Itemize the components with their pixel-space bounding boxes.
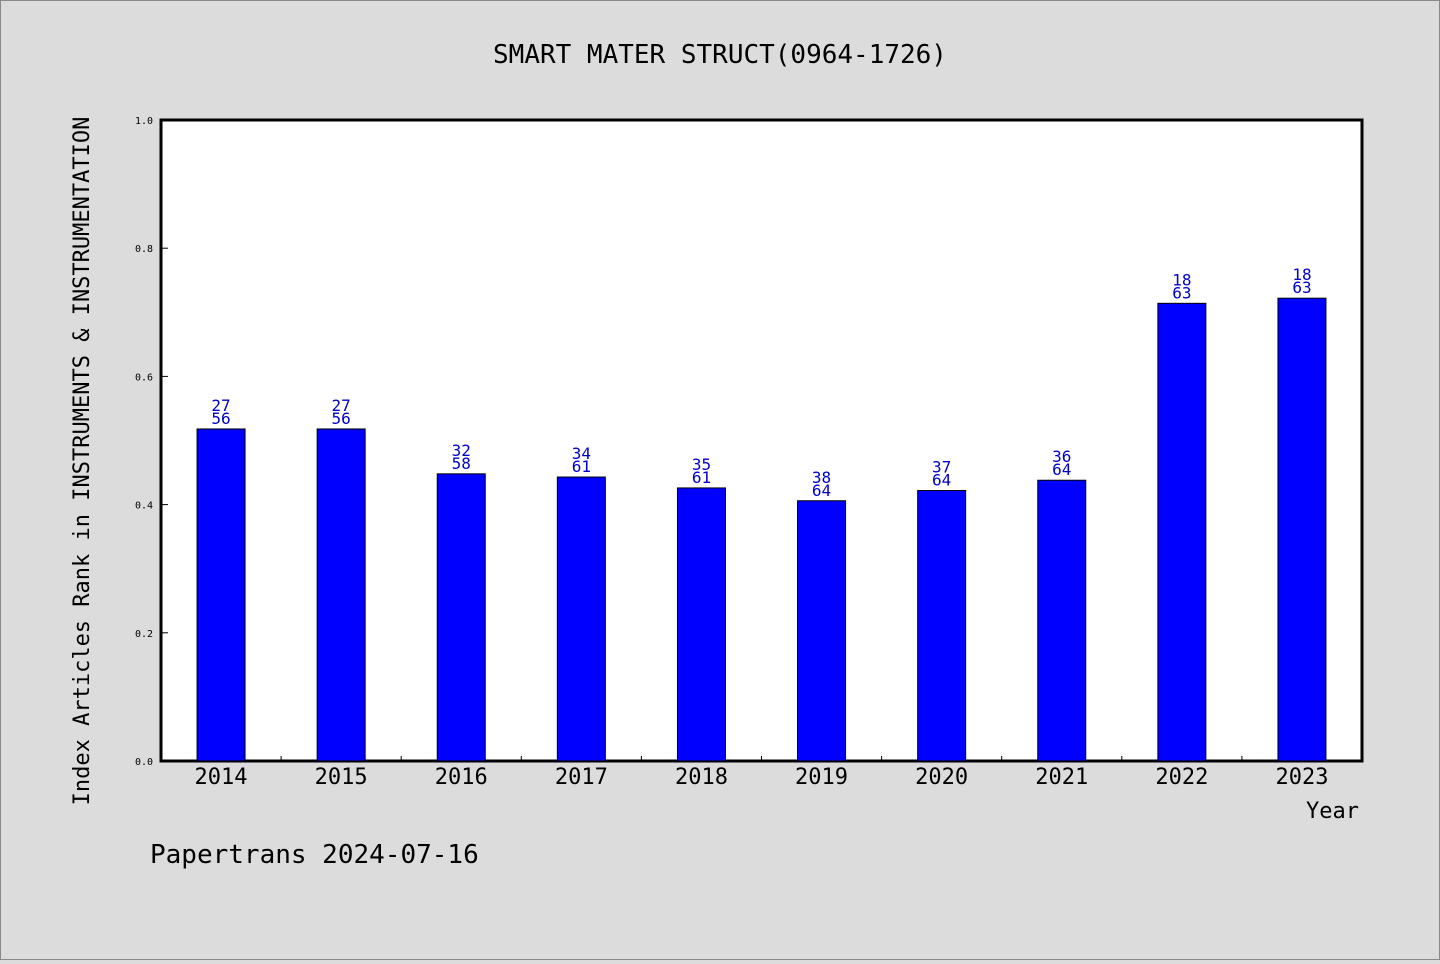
x-tick-label: 2020	[915, 765, 968, 790]
bar-total-label: 56	[332, 409, 351, 428]
y-tick-label: 0.2	[135, 629, 153, 640]
x-axis-label: Year	[1306, 799, 1359, 824]
bar-total-label: 56	[211, 409, 230, 428]
bar-2016	[436, 473, 486, 762]
bar-rank-label: 34	[572, 444, 591, 463]
bar-rank-label: 35	[692, 455, 711, 474]
x-tick-label: 2015	[315, 765, 368, 790]
bar-2014	[196, 428, 246, 762]
bar-2018	[676, 487, 726, 762]
footer-note: Papertrans 2024-07-16	[150, 840, 479, 870]
y-tick-label: 0.4	[135, 501, 153, 512]
bar-2021	[1037, 479, 1087, 762]
bar-rank-label: 37	[932, 457, 951, 476]
x-tick-label: 2023	[1275, 765, 1328, 790]
y-tick-label: 0.0	[135, 757, 153, 768]
x-tick-label: 2022	[1155, 765, 1208, 790]
x-tick-label: 2016	[435, 765, 488, 790]
x-axis-ticks: 2014 2015 2016 2017 2018 2019 2020 2021 2022 2023	[195, 756, 1328, 790]
bar-total-label: 58	[452, 454, 471, 473]
chart-title: SMART MATER STRUCT(0964-1726)	[493, 40, 947, 70]
bar-total-label: 64	[812, 481, 831, 500]
bar-total-label: 63	[1172, 283, 1191, 302]
bar-2019	[797, 500, 847, 762]
bar-rank-label: 32	[452, 441, 471, 460]
bar-rank-label: 27	[211, 396, 230, 415]
y-axis-ticks: 0.0 0.2 0.4 0.6 0.8 1.0	[135, 116, 168, 768]
bar-rank-label: 18	[1172, 270, 1191, 289]
y-tick-label: 1.0	[135, 116, 153, 127]
bar-total-label: 64	[932, 470, 951, 489]
bar-2015	[316, 428, 366, 762]
y-tick-label: 0.6	[135, 372, 153, 383]
x-tick-label: 2017	[555, 765, 608, 790]
x-tick-label: 2019	[795, 765, 848, 790]
bar-2020	[917, 489, 967, 762]
bar-total-label: 63	[1292, 278, 1311, 297]
x-tick-label: 2021	[1035, 765, 1088, 790]
x-tick-label: 2018	[675, 765, 728, 790]
bar-total-label: 64	[1052, 460, 1071, 479]
x-tick-label: 2014	[195, 765, 248, 790]
bar-rank-label: 38	[812, 468, 831, 487]
bar-total-label: 61	[572, 457, 591, 476]
bar-2017	[556, 476, 606, 762]
bar-rank-label: 18	[1292, 265, 1311, 284]
y-tick-label: 0.8	[135, 244, 153, 255]
y-axis-label: Index Articles Rank in INSTRUMENTS & INS…	[70, 117, 95, 806]
bar-total-label: 61	[692, 468, 711, 487]
bar-rank-label: 27	[332, 396, 351, 415]
bar-2023	[1277, 297, 1327, 762]
bar-2022	[1157, 302, 1207, 762]
bar-rank-label: 36	[1052, 447, 1071, 466]
